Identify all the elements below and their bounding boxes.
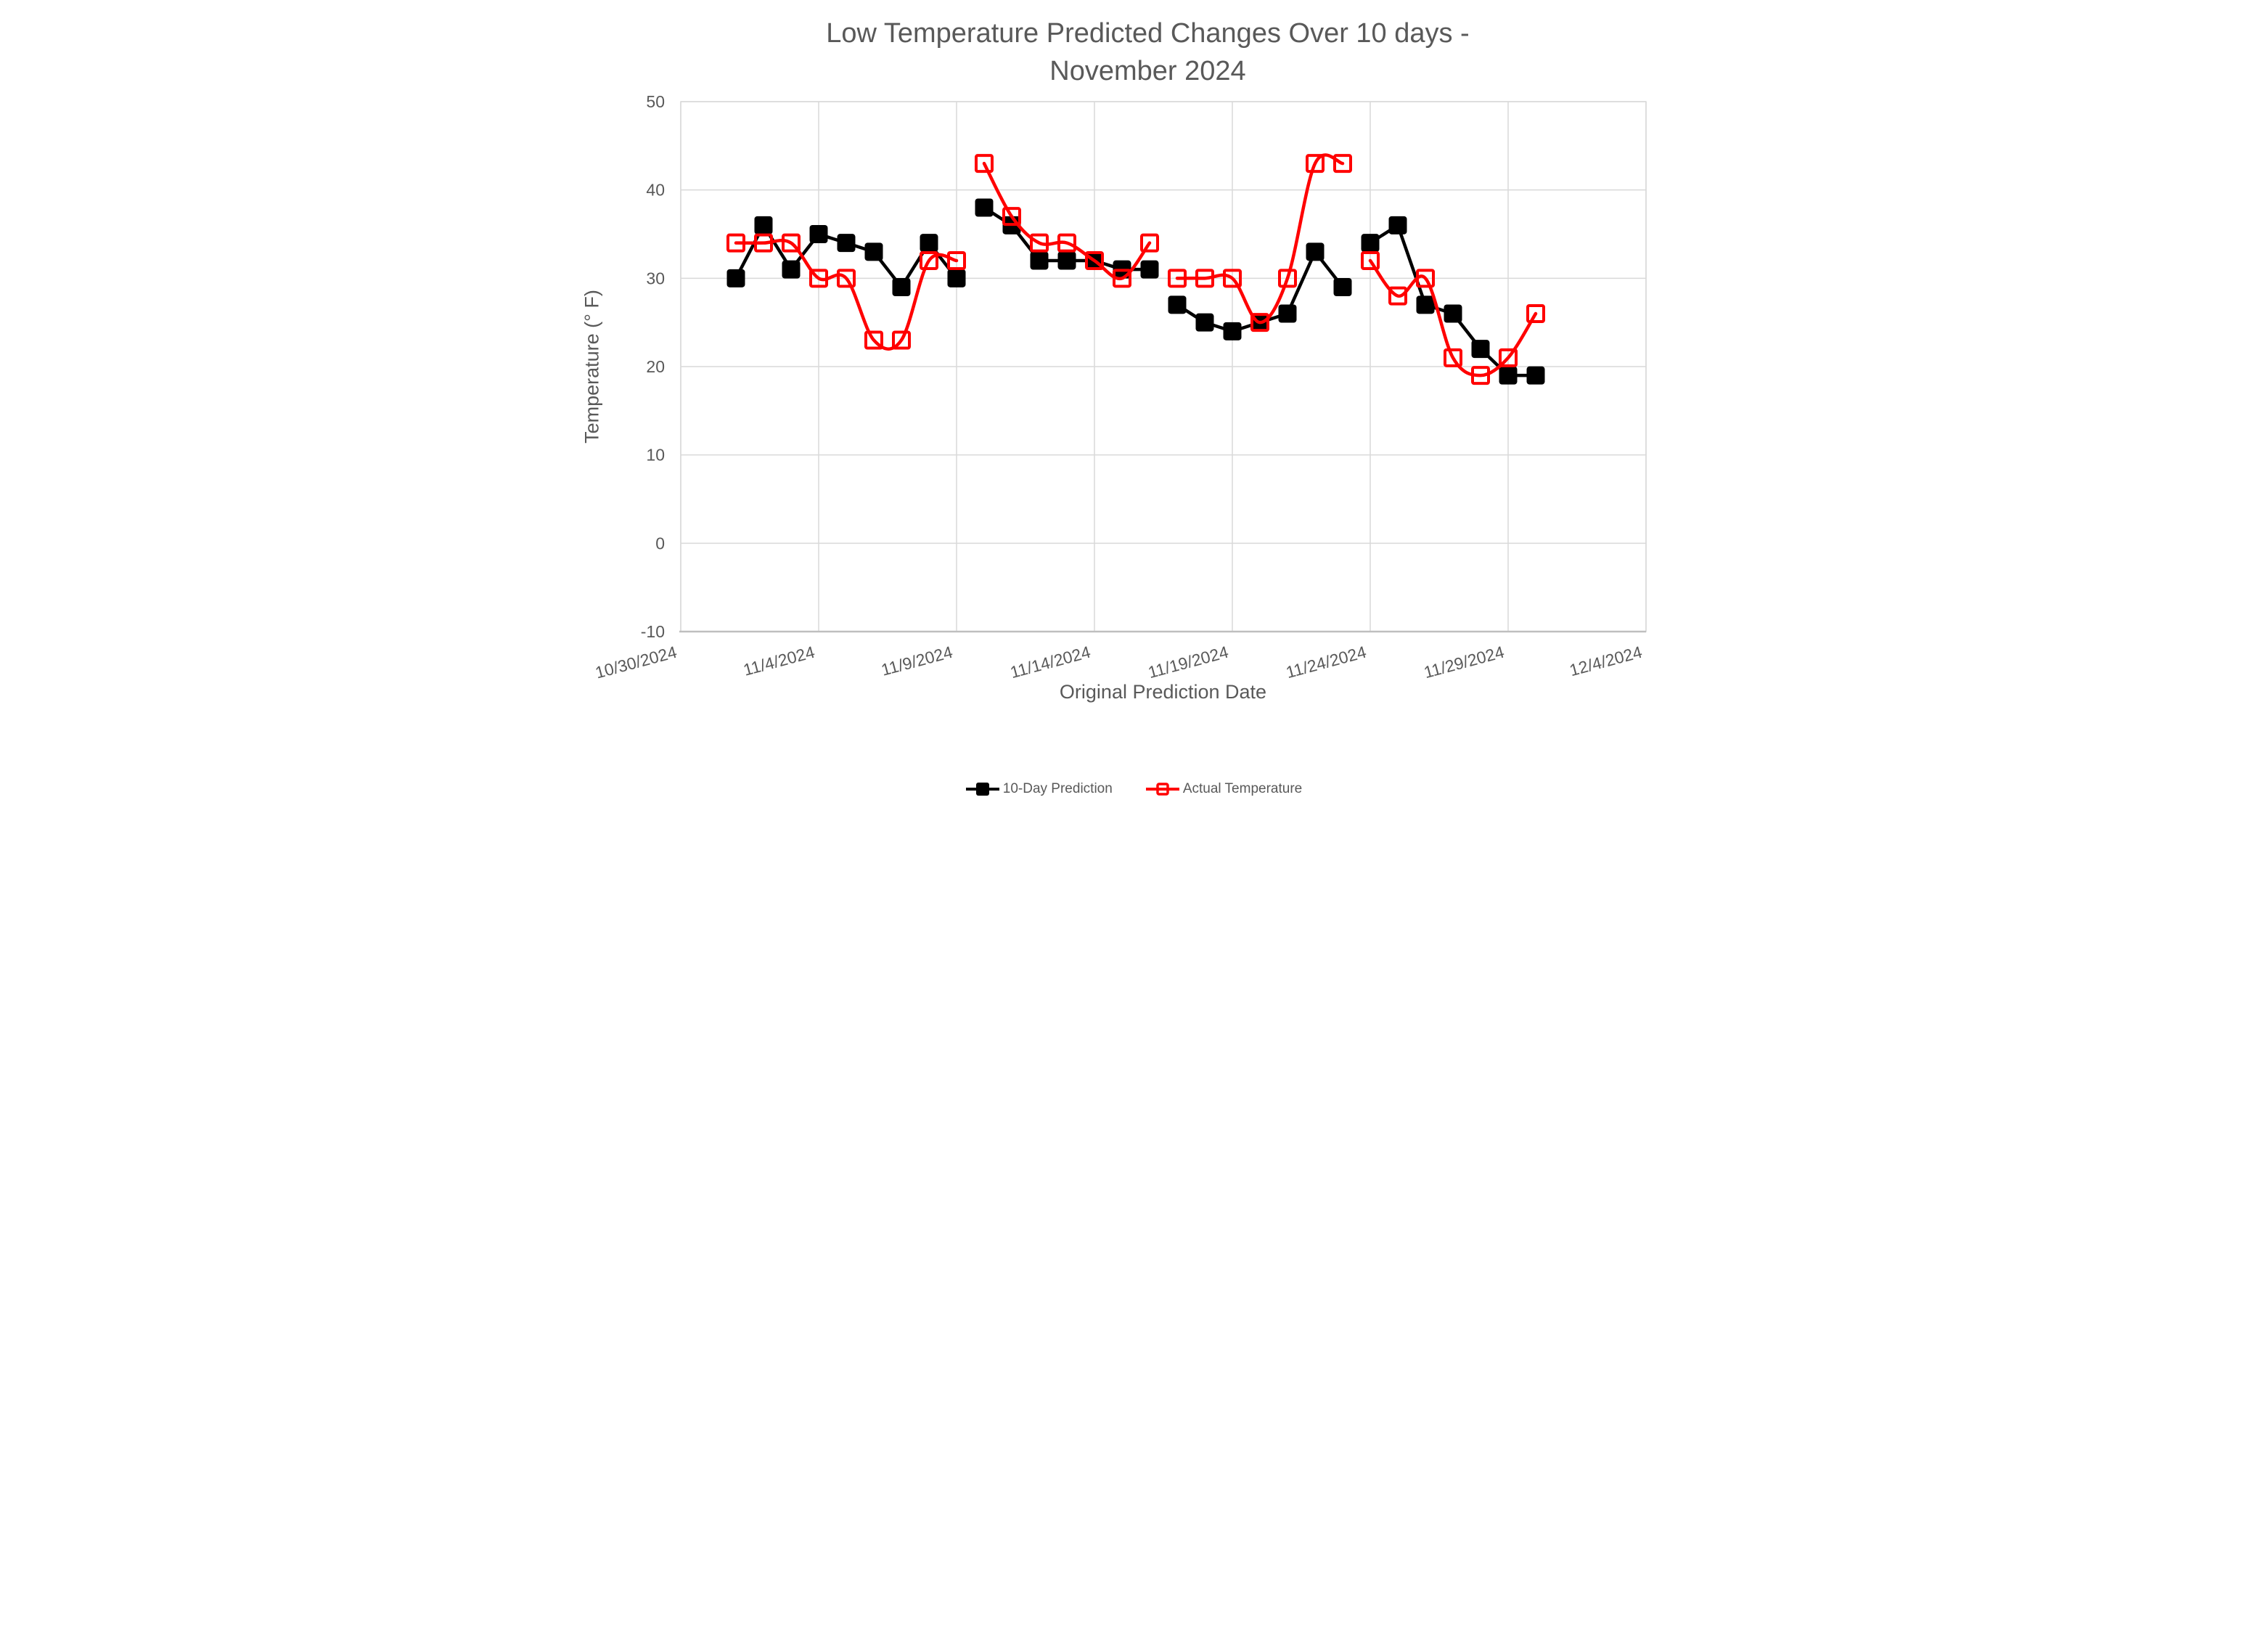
x-tick-label: 10/30/2024 xyxy=(593,642,679,682)
prediction-marker xyxy=(1526,366,1544,385)
prediction-marker xyxy=(1499,366,1517,385)
prediction-marker xyxy=(975,198,993,217)
actual-marker xyxy=(1112,269,1131,288)
legend-item-prediction: 10-Day Prediction xyxy=(965,781,1113,797)
actual-marker xyxy=(1195,269,1214,288)
chart-title-line2: November 2024 xyxy=(1049,56,1246,87)
prediction-marker xyxy=(1333,278,1351,296)
legend-item-actual: Actual Temperature xyxy=(1145,781,1303,797)
actual-marker xyxy=(1305,154,1325,174)
actual-marker xyxy=(1498,348,1518,367)
actual-line-segment xyxy=(1175,153,1344,324)
actual-marker xyxy=(1470,366,1490,385)
actual-marker xyxy=(1415,269,1435,288)
actual-line-segment xyxy=(734,238,958,351)
actual-marker xyxy=(836,269,856,288)
actual-marker xyxy=(1277,269,1297,288)
prediction-marker xyxy=(1030,251,1048,270)
x-tick-label: 11/9/2024 xyxy=(879,642,954,679)
prediction-marker xyxy=(1361,234,1379,253)
chart-title-line1: Low Temperature Predicted Changes Over 1… xyxy=(826,18,1470,49)
prediction-marker xyxy=(1306,242,1324,261)
prediction-marker xyxy=(1168,295,1186,314)
actual-marker xyxy=(808,269,828,288)
y-tick-label: 0 xyxy=(655,534,665,552)
actual-marker xyxy=(946,251,966,270)
legend: 10-Day Prediction Actual Temperature xyxy=(568,781,1701,797)
x-tick-label: 11/14/2024 xyxy=(1008,642,1092,682)
actual-marker xyxy=(891,330,911,350)
actual-marker xyxy=(919,251,938,270)
prediction-marker xyxy=(864,242,883,261)
actual-legend-marker-icon xyxy=(1145,783,1179,796)
actual-marker xyxy=(1084,251,1104,270)
prediction-marker xyxy=(726,269,745,287)
y-tick-label: -10 xyxy=(640,622,664,641)
prediction-marker xyxy=(1195,313,1213,332)
prediction-marker xyxy=(892,278,910,296)
legend-label-prediction: 10-Day Prediction xyxy=(1002,781,1113,796)
prediction-marker xyxy=(1223,322,1241,340)
prediction-marker xyxy=(947,269,965,287)
x-tick-label: 11/19/2024 xyxy=(1146,642,1230,682)
actual-marker xyxy=(1250,313,1269,332)
prediction-marker xyxy=(809,225,827,243)
actual-marker xyxy=(1029,233,1049,253)
actual-marker xyxy=(1002,207,1021,226)
actual-line-segment xyxy=(982,161,1151,281)
y-tick-label: 20 xyxy=(646,357,665,376)
actual-marker xyxy=(974,154,994,174)
actual-marker xyxy=(1526,304,1545,323)
actual-marker xyxy=(1139,233,1159,253)
actual-marker xyxy=(864,330,883,350)
actual-marker xyxy=(1222,269,1242,288)
prediction-marker xyxy=(782,260,800,279)
prediction-marker xyxy=(1278,304,1296,323)
prediction-marker xyxy=(1057,251,1076,270)
chart-canvas: Low Temperature Predicted Changes Over 1… xyxy=(567,0,1701,822)
y-tick-label: 30 xyxy=(646,269,665,287)
prediction-marker xyxy=(920,234,938,253)
x-tick-label: 12/4/2024 xyxy=(1567,642,1644,680)
prediction-marker xyxy=(1140,260,1158,279)
prediction-marker xyxy=(754,216,772,234)
prediction-marker xyxy=(1471,340,1489,359)
prediction-marker xyxy=(837,234,855,253)
actual-marker xyxy=(1360,251,1380,270)
x-tick-label: 11/24/2024 xyxy=(1284,642,1368,682)
prediction-marker xyxy=(1388,216,1407,234)
actual-marker xyxy=(1167,269,1187,288)
legend-label-actual: Actual Temperature xyxy=(1182,781,1303,796)
actual-marker xyxy=(1332,154,1352,174)
prediction-marker xyxy=(1416,295,1434,314)
actual-line-segment xyxy=(1368,258,1537,377)
prediction-marker xyxy=(1444,304,1462,323)
prediction-legend-marker-icon xyxy=(965,783,999,796)
actual-marker xyxy=(726,233,745,253)
y-tick-label: 50 xyxy=(646,92,665,111)
actual-marker xyxy=(1388,286,1407,306)
actual-marker xyxy=(781,233,801,253)
actual-marker xyxy=(753,233,773,253)
chart-title: Low Temperature Predicted Changes Over 1… xyxy=(826,15,1469,91)
actual-marker xyxy=(1443,348,1462,367)
y-tick-label: 10 xyxy=(646,446,665,465)
y-tick-label: 40 xyxy=(646,181,665,200)
actual-marker xyxy=(1057,233,1076,253)
x-tick-label: 11/4/2024 xyxy=(741,642,816,679)
x-axis-title: Original Prediction Date xyxy=(1059,681,1267,703)
x-tick-label: 11/29/2024 xyxy=(1422,642,1506,682)
